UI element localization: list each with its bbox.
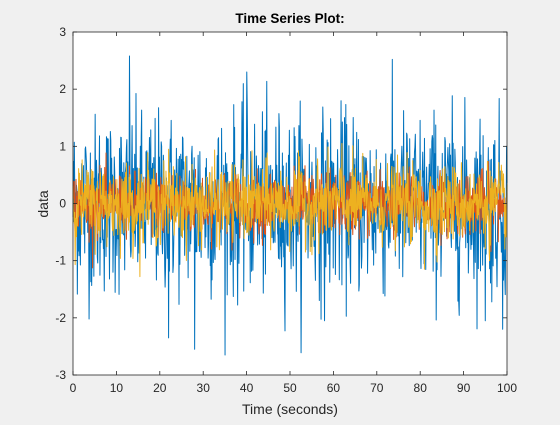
- x-tick-label: 10: [110, 381, 124, 395]
- axis-ticks: 0 10 20 30 40 50 60 70 80 90 100 -3 -2 -1 0 1 2 3: [55, 25, 517, 395]
- series-line-3: [72, 142, 508, 278]
- plot-lines: [72, 55, 508, 356]
- x-tick-label: 0: [70, 381, 77, 395]
- chart-title: Time Series Plot:: [235, 11, 344, 26]
- series-line-1: [72, 55, 508, 356]
- x-tick-label: 50: [283, 381, 297, 395]
- x-axis-label: Time (seconds): [242, 401, 338, 417]
- x-tick-label: 70: [370, 381, 384, 395]
- y-tick-label: 3: [59, 25, 66, 39]
- x-tick-label: 100: [497, 381, 517, 395]
- y-tick-label: 1: [59, 139, 66, 153]
- x-tick-label: 80: [414, 381, 428, 395]
- y-tick-label: 0: [59, 197, 66, 211]
- y-tick-label: 2: [59, 82, 66, 96]
- x-tick-label: 40: [240, 381, 254, 395]
- x-tick-label: 20: [153, 381, 167, 395]
- x-tick-label: 90: [457, 381, 471, 395]
- y-tick-label: -3: [55, 368, 66, 382]
- y-axis-label: data: [35, 190, 51, 217]
- y-tick-label: -1: [55, 254, 66, 268]
- x-tick-label: 30: [197, 381, 211, 395]
- x-tick-label: 60: [327, 381, 341, 395]
- y-tick-label: -2: [55, 311, 66, 325]
